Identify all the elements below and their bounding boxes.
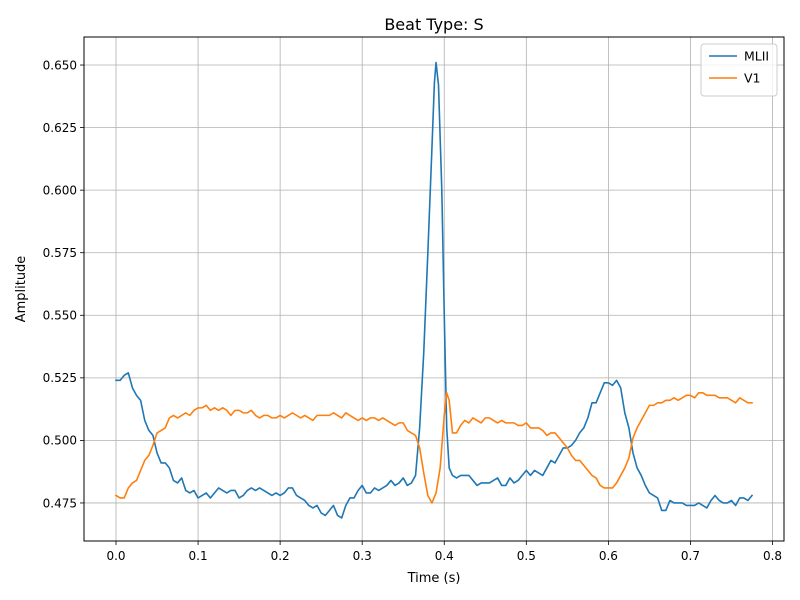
axis-ticks: 0.0 0.1 0.2 0.3 0.4 0.5 0.6 0.7 0.8 0.475 0.500 0.5…	[43, 58, 782, 563]
legend-label: MLII	[744, 49, 769, 64]
y-tick-label: 0.525	[43, 371, 77, 385]
x-tick-label: 0.0	[106, 549, 125, 563]
x-tick-label: 0.5	[517, 549, 536, 563]
legend-box	[700, 43, 778, 97]
x-tick-label: 0.1	[189, 549, 208, 563]
y-tick-label: 0.600	[43, 183, 77, 197]
x-tick-label: 0.2	[271, 549, 290, 563]
plot-series	[114, 61, 754, 519]
y-tick-label: 0.500	[43, 434, 77, 448]
plot-frame	[83, 36, 785, 542]
x-tick-label: 0.3	[353, 549, 372, 563]
y-tick-label: 0.475	[43, 496, 77, 510]
y-tick-label: 0.575	[43, 246, 77, 260]
x-axis-title: Time (s)	[407, 571, 461, 586]
x-tick-label: 0.8	[763, 549, 782, 563]
grid-lines	[84, 37, 784, 541]
legend-label: V1	[744, 71, 761, 86]
y-tick-label: 0.625	[43, 121, 77, 135]
x-tick-label: 0.6	[599, 549, 618, 563]
x-tick-label: 0.7	[681, 549, 700, 563]
y-axis-title: Amplitude	[14, 256, 29, 323]
series-line-mlii	[115, 61, 754, 519]
series-line-v1	[114, 392, 753, 504]
x-tick-label: 0.4	[435, 549, 454, 563]
y-tick-label: 0.550	[43, 309, 77, 323]
legend: MLII V1	[700, 43, 778, 97]
y-tick-label: 0.650	[43, 58, 77, 72]
chart-title: Beat Type: S	[384, 15, 483, 34]
